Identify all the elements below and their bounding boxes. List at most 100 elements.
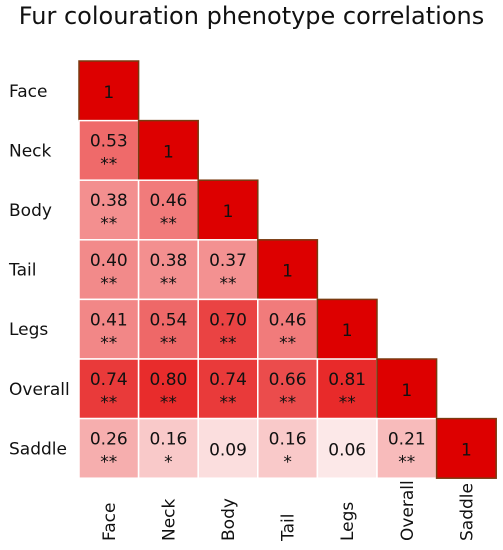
cell-value-label: 0.54 bbox=[149, 310, 187, 330]
cell-saddle-body: 0.09 bbox=[197, 417, 259, 479]
cell-significance-label: ** bbox=[160, 333, 177, 353]
cell-significance-label: ** bbox=[100, 214, 117, 234]
cell-tail-face: 0.40 ** bbox=[78, 239, 140, 301]
cell-overall-face: 0.74 ** bbox=[78, 358, 140, 420]
cell-value-label: 0.70 bbox=[209, 310, 247, 330]
cell-value-label: 0.09 bbox=[209, 440, 247, 460]
cell-significance-label: ** bbox=[100, 393, 117, 413]
row-label-legs: Legs bbox=[9, 320, 48, 340]
cell-rect bbox=[257, 298, 319, 360]
cell-significance-label: ** bbox=[100, 453, 117, 473]
cell-value-label: 1 bbox=[103, 83, 114, 103]
cell-significance-label: ** bbox=[160, 214, 177, 234]
row-label-body: Body bbox=[9, 201, 52, 221]
cell-legs-face: 0.41 ** bbox=[78, 298, 140, 360]
cell-value-label: 0.41 bbox=[90, 310, 128, 330]
cell-rect bbox=[316, 298, 378, 360]
cell-overall-overall: 1 bbox=[376, 358, 438, 420]
row-label-overall: Overall bbox=[9, 380, 70, 400]
cell-value-label: 0.26 bbox=[90, 430, 128, 450]
column-label-legs: Legs bbox=[338, 502, 358, 541]
cell-neck-neck: 1 bbox=[137, 119, 199, 181]
cell-saddle-face: 0.26 ** bbox=[78, 417, 140, 479]
cell-rect bbox=[78, 417, 140, 479]
cell-rect bbox=[197, 239, 259, 301]
chart-title: Fur colouration phenotype correlations bbox=[18, 2, 485, 30]
cell-body-neck: 0.46 ** bbox=[137, 179, 199, 241]
cell-value-label: 0.21 bbox=[388, 430, 426, 450]
cell-significance-label: ** bbox=[100, 155, 117, 175]
cell-rect bbox=[137, 358, 199, 420]
cell-value-label: 1 bbox=[223, 202, 234, 222]
cell-rect bbox=[257, 239, 319, 301]
cell-overall-tail: 0.66 ** bbox=[257, 358, 319, 420]
column-label-body: Body bbox=[219, 498, 239, 541]
cell-legs-body: 0.70 ** bbox=[197, 298, 259, 360]
cell-significance-label: ** bbox=[339, 393, 356, 413]
row-label-saddle: Saddle bbox=[9, 439, 67, 459]
cell-value-label: 1 bbox=[282, 262, 293, 282]
cell-value-label: 0.38 bbox=[149, 251, 187, 271]
cell-rect bbox=[137, 119, 199, 181]
cell-value-label: 0.46 bbox=[269, 310, 307, 330]
cell-value-label: 1 bbox=[163, 142, 174, 162]
cell-significance-label: ** bbox=[279, 393, 296, 413]
cell-significance-label: * bbox=[164, 453, 173, 473]
column-label-tail: Tail bbox=[279, 514, 299, 542]
cell-overall-neck: 0.80 ** bbox=[137, 358, 199, 420]
cell-significance-label: ** bbox=[220, 393, 237, 413]
cell-value-label: 0.80 bbox=[149, 370, 187, 390]
cell-rect bbox=[78, 119, 140, 181]
cell-legs-tail: 0.46 ** bbox=[257, 298, 319, 360]
cell-significance-label: ** bbox=[279, 333, 296, 353]
cell-rect bbox=[197, 358, 259, 420]
cell-value-label: 0.06 bbox=[328, 440, 366, 460]
cell-rect bbox=[137, 298, 199, 360]
cell-value-label: 0.66 bbox=[269, 370, 307, 390]
cell-tail-neck: 0.38 ** bbox=[137, 239, 199, 301]
row-label-tail: Tail bbox=[8, 261, 36, 281]
cell-saddle-legs: 0.06 bbox=[316, 417, 378, 479]
cell-value-label: 1 bbox=[401, 381, 412, 401]
cell-saddle-neck: 0.16 * bbox=[137, 417, 199, 479]
cell-rect bbox=[137, 239, 199, 301]
cell-body-body: 1 bbox=[197, 179, 259, 241]
cell-tail-body: 0.37 ** bbox=[197, 239, 259, 301]
column-label-face: Face bbox=[100, 503, 120, 541]
cell-face-face: 1 bbox=[78, 60, 140, 122]
cell-rect bbox=[78, 60, 140, 122]
heatmap-cells: 10.53**10.38**0.46**10.40**0.38**0.37**1… bbox=[78, 60, 497, 479]
cell-neck-face: 0.53 ** bbox=[78, 119, 140, 181]
cell-rect bbox=[376, 358, 438, 420]
cell-significance-label: ** bbox=[160, 274, 177, 294]
cell-value-label: 0.38 bbox=[90, 191, 128, 211]
cell-rect bbox=[257, 417, 319, 479]
cell-saddle-overall: 0.21 ** bbox=[376, 417, 438, 479]
cell-legs-legs: 1 bbox=[316, 298, 378, 360]
cell-value-label: 0.46 bbox=[149, 191, 187, 211]
cell-rect bbox=[435, 417, 497, 479]
row-label-neck: Neck bbox=[9, 141, 52, 161]
cell-rect bbox=[78, 358, 140, 420]
cell-value-label: 1 bbox=[342, 321, 353, 341]
cell-significance-label: ** bbox=[100, 274, 117, 294]
cell-significance-label: ** bbox=[100, 333, 117, 353]
cell-value-label: 0.37 bbox=[209, 251, 247, 271]
cell-overall-body: 0.74 ** bbox=[197, 358, 259, 420]
cell-saddle-tail: 0.16 * bbox=[257, 417, 319, 479]
cell-rect bbox=[197, 417, 259, 479]
cell-tail-tail: 1 bbox=[257, 239, 319, 301]
cell-saddle-saddle: 1 bbox=[435, 417, 497, 479]
cell-rect bbox=[137, 417, 199, 479]
row-labels: Face Neck Body Tail Legs Overall Saddle bbox=[8, 82, 70, 460]
cell-rect bbox=[197, 298, 259, 360]
cell-rect bbox=[316, 417, 378, 479]
cell-value-label: 0.74 bbox=[90, 370, 128, 390]
cell-legs-neck: 0.54 ** bbox=[137, 298, 199, 360]
row-label-face: Face bbox=[9, 82, 47, 102]
cell-rect bbox=[257, 358, 319, 420]
cell-body-face: 0.38 ** bbox=[78, 179, 140, 241]
cell-value-label: 0.53 bbox=[90, 132, 128, 152]
cell-value-label: 1 bbox=[461, 440, 472, 460]
